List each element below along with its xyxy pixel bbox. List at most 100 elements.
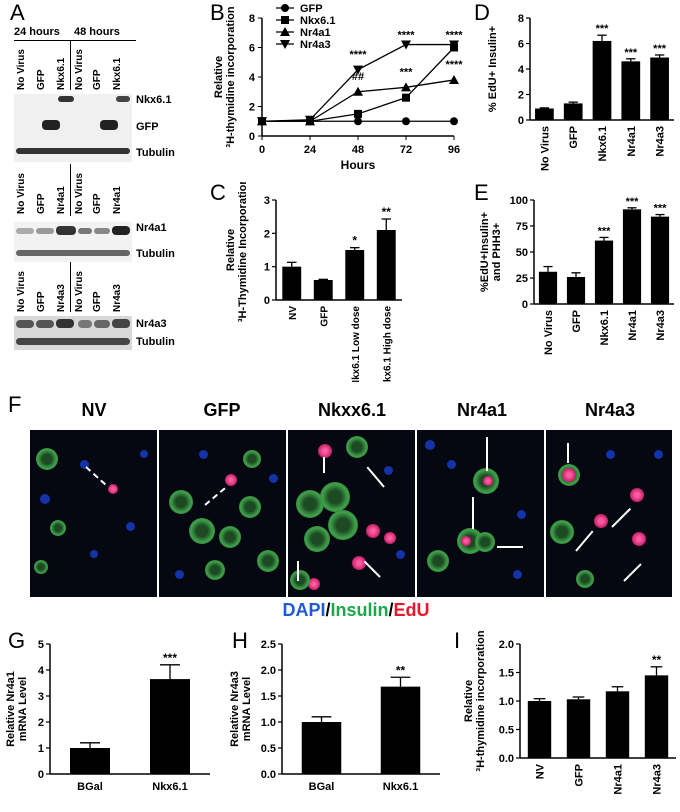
- x-tick-label: 96: [448, 144, 460, 156]
- y-tick-label: 2.0: [499, 639, 514, 651]
- blot-row2-image: [14, 222, 132, 262]
- category-label: Nr4a1: [626, 126, 638, 157]
- blot-lane-label: Nr4a1: [112, 186, 123, 214]
- legend-label: Nr4a1: [300, 27, 331, 39]
- y-tick-label: 0.5: [499, 725, 514, 737]
- data-point: [354, 117, 362, 126]
- data-point: [449, 74, 459, 84]
- blot-row3-image: [14, 316, 132, 350]
- y-tick-label: 0: [518, 115, 524, 127]
- data-point: [281, 4, 289, 12]
- significance-label: ***: [624, 47, 638, 59]
- y-tick-label: 1: [38, 743, 44, 755]
- y-tick-label: 0: [38, 769, 44, 781]
- y-tick-label: 3: [38, 691, 44, 703]
- chart-d-edu-insulin: 0 2 4 6 8 No Virus GFP *** Nkx6.1 *** Nr4a1 *** Nr4a…: [487, 13, 674, 171]
- bar: [313, 280, 333, 300]
- y-axis-label: Relative³H-thymidine incorporation: [213, 6, 237, 147]
- category-label: No Virus: [539, 126, 551, 171]
- blot-lane-label: No Virus: [16, 49, 27, 90]
- legend-insulin: Insulin: [330, 600, 389, 620]
- chart-i-thymidine: 0.0 0.5 1.0 1.5 2.0 NV GFP Nr4a1 ** Nr4a3 Relative…: [463, 630, 676, 795]
- y-tick-label: 3: [264, 195, 270, 207]
- y-axis-label: Relative Nr4a3mRNA Level: [229, 671, 253, 747]
- micrograph-nr4a1: [417, 430, 544, 597]
- y-tick-label: 0.0: [261, 769, 276, 781]
- y-tick-label: 8: [249, 13, 255, 25]
- micrograph-nkx61: [288, 430, 415, 597]
- bar: [70, 748, 110, 774]
- mic-title-nkx61: Nkxx6.1: [317, 400, 387, 420]
- panel-letter-d: D: [474, 0, 490, 25]
- data-point: [280, 27, 290, 36]
- blot-lane-label: GFP: [36, 193, 47, 214]
- legend-label: GFP: [300, 3, 323, 15]
- significance-label: ****: [349, 49, 367, 61]
- mic-title-nr4a1: Nr4a1: [456, 400, 508, 420]
- blot-row3-name-0: Nr4a3: [136, 318, 167, 330]
- bar: [622, 209, 642, 304]
- category-label: GFP: [571, 310, 583, 333]
- blot-lane-label: Nr4a3: [56, 284, 67, 312]
- y-axis-label: %EdU+Insulin+and PHH3+: [479, 212, 503, 292]
- category-label: Nr4a3: [655, 126, 667, 157]
- panel-letter-b: B: [210, 0, 225, 25]
- y-tick-label: 8: [518, 13, 524, 25]
- panel-letter-a: A: [10, 0, 25, 25]
- bar: [345, 250, 365, 300]
- data-point: [402, 93, 410, 102]
- data-point: [353, 65, 363, 75]
- category-label: BGal: [309, 781, 335, 793]
- bar: [150, 679, 190, 774]
- y-tick-label: 4: [518, 64, 525, 76]
- legend-edu: EdU: [393, 600, 430, 620]
- y-tick-label: 6: [518, 39, 524, 51]
- bar: [566, 276, 586, 304]
- bar: [527, 701, 552, 758]
- blot-lane-label: No Virus: [74, 173, 85, 214]
- blot-header-rule: [14, 40, 136, 41]
- mic-title-nr4a3: Nr4a3: [584, 400, 636, 420]
- bar: [376, 230, 396, 300]
- legend-slash-2: /: [388, 600, 394, 620]
- y-axis-label: Relative³H-thymidine incorporation: [463, 630, 487, 771]
- y-tick-label: 6: [249, 43, 255, 55]
- category-label: Nkx6.1 High dose: [382, 306, 393, 382]
- y-tick-label: 4: [38, 665, 45, 677]
- blot-row1-name-2: Tubulin: [136, 147, 175, 159]
- y-axis-label: Relative Nr4a1mRNA Level: [5, 671, 29, 747]
- y-tick-label: 0: [264, 295, 270, 307]
- x-tick-label: 72: [400, 144, 412, 156]
- blot-time-48h: 48 hours: [74, 26, 120, 38]
- x-tick-label: 0: [259, 144, 265, 156]
- significance-label: ***: [596, 23, 610, 35]
- bar: [605, 691, 630, 758]
- y-tick-label: 4: [249, 72, 256, 84]
- blot-row1-name-1: GFP: [136, 121, 159, 133]
- legend-label: Nkx6.1: [300, 15, 335, 27]
- significance-label: ***: [400, 67, 414, 79]
- category-label: GFP: [319, 306, 330, 327]
- blot-row3-name-1: Tubulin: [136, 336, 175, 348]
- blot-time-24h: 24 hours: [14, 26, 60, 38]
- category-label: Nr4a1: [627, 310, 639, 341]
- blot-lane-label: Nr4a3: [112, 284, 123, 312]
- bar: [282, 266, 302, 300]
- blot-divider: [70, 40, 71, 90]
- y-tick-label: 2: [249, 102, 255, 114]
- blot-divider-3: [70, 262, 71, 312]
- bar: [621, 61, 641, 120]
- category-label: No Virus: [543, 310, 555, 355]
- blot-lane-label: GFP: [92, 291, 103, 312]
- y-tick-label: 0.5: [261, 743, 276, 755]
- blot-lane-label: No Virus: [16, 271, 27, 312]
- blot-lane-label: GFP: [36, 69, 47, 90]
- data-point: [402, 117, 410, 126]
- category-label: GFP: [568, 126, 580, 149]
- category-label: Nkx6.1: [599, 310, 611, 345]
- micrograph-gfp: [159, 430, 286, 597]
- bar: [644, 675, 669, 758]
- y-tick-label: 1.5: [261, 691, 276, 703]
- significance-label: ***: [598, 225, 612, 237]
